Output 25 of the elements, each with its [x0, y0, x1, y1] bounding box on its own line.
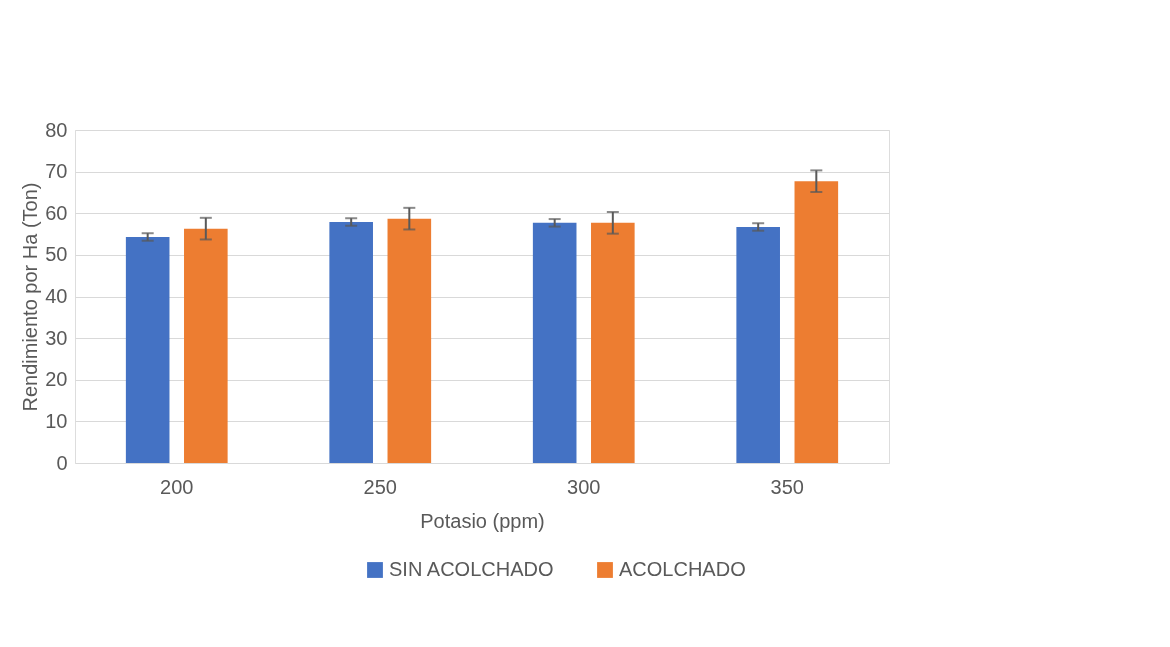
- bar: [591, 222, 635, 463]
- y-tick-label: 60: [45, 201, 68, 224]
- x-axis-title: Potasio (ppm): [420, 509, 545, 532]
- bar: [125, 236, 170, 463]
- x-tick-label: 300: [567, 475, 601, 498]
- y-tick-label: 40: [45, 285, 68, 307]
- legend-label: SIN ACOLCHADO: [389, 558, 554, 580]
- bar: [736, 226, 780, 463]
- y-tick-label: 50: [45, 243, 68, 266]
- y-tick-label: 10: [45, 409, 68, 432]
- x-tick-label: 250: [363, 475, 397, 498]
- y-tick-label: 70: [45, 160, 68, 183]
- y-tick-label: 30: [45, 326, 68, 349]
- y-axis-title: Rendimiento por Ha (Ton): [19, 182, 42, 412]
- x-tick-label: 200: [160, 475, 194, 498]
- y-tick-label: 80: [45, 118, 68, 141]
- y-tick-label: 20: [45, 368, 68, 391]
- bar: [329, 221, 373, 463]
- y-tick-label: 0: [56, 451, 68, 474]
- bar: [532, 222, 577, 463]
- x-tick-label: 350: [770, 475, 804, 498]
- legend-label: ACOLCHADO: [619, 558, 746, 580]
- bar: [184, 228, 228, 463]
- bar: [387, 218, 432, 463]
- bar: [794, 181, 839, 463]
